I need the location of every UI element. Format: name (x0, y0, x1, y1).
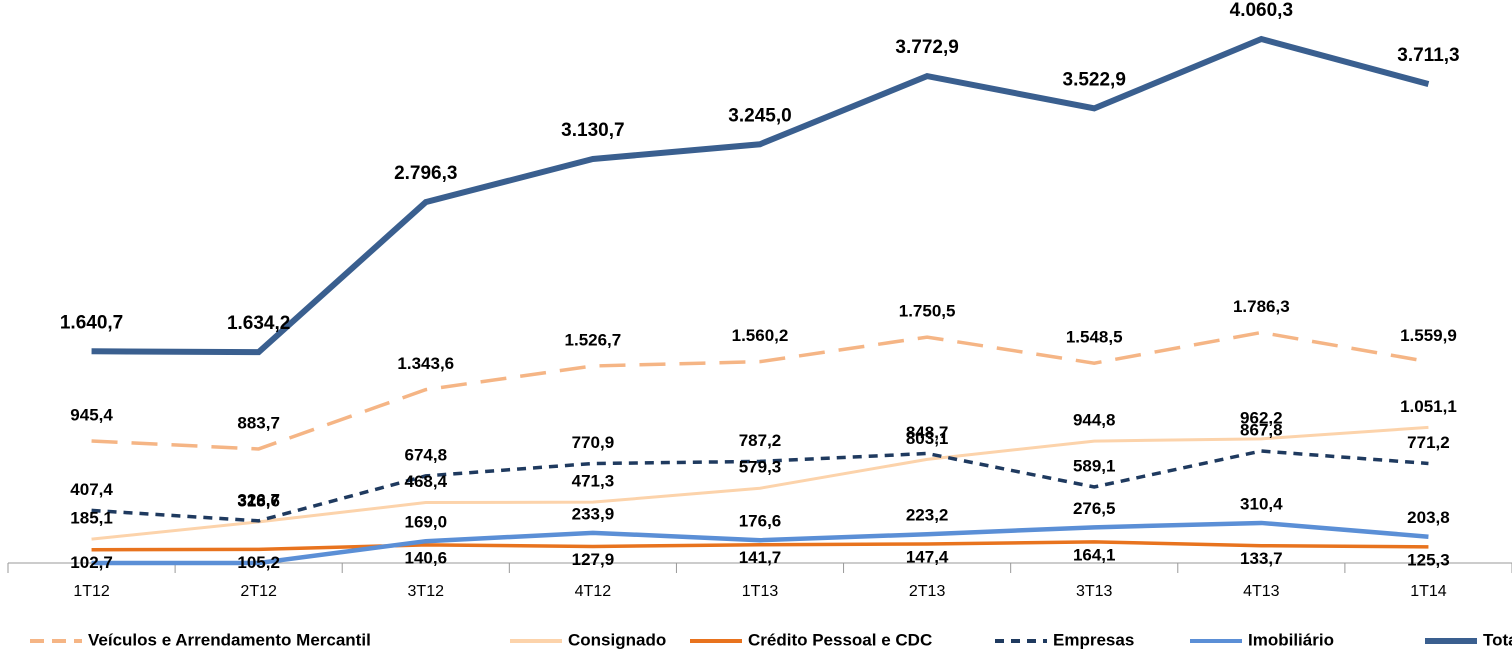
data-label: 223,2 (906, 506, 949, 525)
x-tick-label: 2T13 (909, 583, 946, 600)
series-line (91, 449, 1429, 523)
legend-label: Crédito Pessoal e CDC (748, 630, 932, 649)
data-label: 203,8 (1407, 508, 1450, 527)
x-tick-label: 1T14 (1410, 583, 1447, 600)
data-label: 962,2 (1240, 408, 1283, 427)
data-label: 1.051,1 (1400, 397, 1457, 416)
data-label: 770,9 (572, 433, 615, 452)
data-label: 848,7 (906, 423, 949, 442)
data-label: 102,7 (70, 553, 113, 572)
data-label: 787,2 (739, 431, 782, 450)
data-label: 276,5 (1073, 499, 1116, 518)
x-tick-label: 1T13 (742, 583, 779, 600)
data-label: 164,1 (1073, 545, 1116, 564)
legend-label: Imobiliário (1248, 630, 1334, 649)
data-label: 3.772,9 (895, 37, 958, 58)
data-label: 125,3 (1407, 550, 1450, 569)
x-tick-label: 1T12 (73, 583, 110, 600)
data-label: 4.060,3 (1230, 0, 1293, 21)
data-label: 1.343,6 (397, 354, 454, 373)
data-label: 883,7 (237, 413, 280, 432)
data-label: 1.559,9 (1400, 326, 1457, 345)
series-line (91, 425, 1429, 541)
data-label: 1.526,7 (565, 330, 622, 349)
data-label: 471,3 (572, 472, 615, 491)
data-label: 3.522,9 (1063, 69, 1126, 90)
x-tick-label: 3T13 (1076, 583, 1113, 600)
data-label: 176,6 (739, 512, 782, 531)
data-label: 140,6 (405, 548, 448, 567)
data-label: 147,4 (906, 547, 949, 566)
series-line (91, 520, 1429, 566)
data-label: 468,4 (405, 472, 448, 491)
x-tick-label: 3T12 (408, 583, 445, 600)
x-tick-label: 4T13 (1243, 583, 1280, 600)
legend-label: Veículos e Arrendamento Mercantil (88, 630, 371, 649)
legend-label: Consignado (568, 630, 666, 649)
data-label: 3.711,3 (1397, 45, 1459, 66)
x-tick-label: 4T12 (575, 583, 612, 600)
data-label: 944,8 (1073, 411, 1116, 430)
data-label: 310,4 (1240, 494, 1283, 513)
data-label: 589,1 (1073, 456, 1116, 475)
data-label: 1.560,2 (732, 326, 789, 345)
legend-label: Empresas (1053, 630, 1134, 649)
series-line (91, 35, 1430, 356)
data-label: 1.750,5 (899, 302, 956, 321)
data-label: 169,0 (405, 513, 448, 532)
x-tick-label: 2T12 (240, 583, 277, 600)
data-label: 105,2 (237, 553, 280, 572)
legend-label: Total (1483, 630, 1512, 649)
data-label: 233,9 (572, 504, 615, 523)
series-line (91, 540, 1429, 552)
data-label: 326,7 (237, 490, 280, 509)
data-label: 3.245,0 (728, 105, 791, 126)
data-label: 2.796,3 (394, 163, 457, 184)
data-label: 1.786,3 (1233, 297, 1290, 316)
data-label: 803,1 (906, 429, 949, 448)
series-line (91, 330, 1429, 451)
data-label: 674,8 (405, 445, 448, 464)
data-label: 407,4 (70, 480, 113, 499)
data-label: 867,8 (1240, 420, 1283, 439)
data-label: 945,4 (70, 405, 113, 424)
data-label: 318,6 (237, 491, 280, 510)
data-label: 127,9 (572, 550, 615, 569)
data-label: 133,7 (1240, 549, 1283, 568)
data-label: 141,7 (739, 548, 782, 567)
data-label: 579,3 (739, 458, 782, 477)
data-label: 1.634,2 (227, 313, 290, 334)
data-label: 1.640,7 (60, 312, 123, 333)
data-label: 771,2 (1407, 433, 1450, 452)
data-label: 3.130,7 (561, 120, 624, 141)
data-label: 185,1 (70, 509, 113, 528)
data-label: 1.548,5 (1066, 328, 1123, 347)
